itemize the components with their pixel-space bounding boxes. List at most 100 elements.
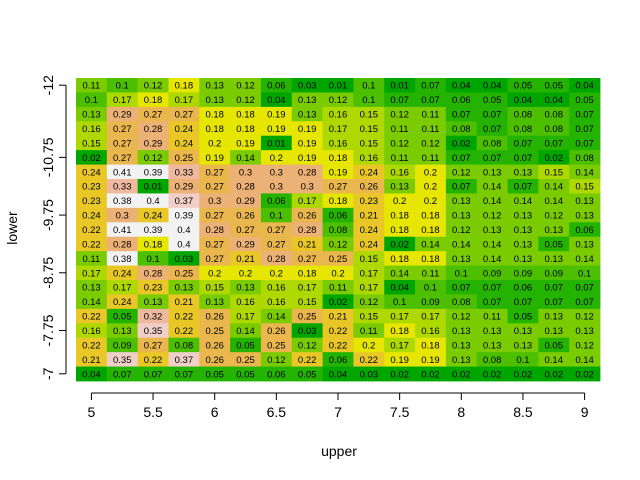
cell-value-label: 0.17 — [113, 283, 132, 294]
heatmap-cell — [137, 236, 169, 252]
heatmap-cell — [445, 207, 478, 223]
cell-value-label: 0.13 — [514, 326, 533, 337]
heatmap-cell — [168, 265, 200, 281]
heatmap-cell — [322, 337, 354, 353]
heatmap-cell — [168, 280, 200, 295]
heatmap-cell — [230, 92, 262, 108]
heatmap-cell — [199, 308, 231, 324]
cell-value-label: 0.13 — [82, 110, 101, 121]
cell-value-label: 0.07 — [452, 153, 471, 164]
cell-value-label: 0.15 — [360, 124, 379, 135]
heatmap-cell — [291, 280, 323, 295]
heatmap-cell — [384, 150, 416, 165]
cell-value-label: 0.05 — [205, 369, 224, 380]
heatmap-cell — [507, 150, 539, 165]
heatmap-cell — [538, 236, 570, 252]
cell-value-label: 0.23 — [82, 182, 101, 193]
heatmap-cell — [137, 92, 169, 108]
heatmap-cell — [415, 121, 447, 137]
cell-value-label: 0.28 — [267, 254, 286, 265]
heatmap-cell — [76, 207, 108, 223]
heatmap-cell — [106, 323, 139, 339]
heatmap-cell — [106, 352, 139, 367]
cell-value-label: 0.16 — [236, 297, 255, 308]
heatmap-cell — [353, 337, 385, 353]
heatmap-cell — [230, 236, 262, 252]
cell-value-label: 0.14 — [545, 196, 564, 207]
heatmap-cell — [384, 265, 416, 281]
cell-value-label: 0.21 — [175, 297, 194, 308]
heatmap-cell — [538, 337, 570, 353]
heatmap-cell — [168, 236, 200, 252]
heatmap-cell — [476, 337, 508, 353]
heatmap-cell — [322, 150, 354, 165]
cell-value-label: 0.24 — [360, 239, 379, 250]
heatmap-cell — [76, 150, 108, 165]
cell-value-label: 0.13 — [113, 326, 132, 337]
cell-value-label: 0.35 — [113, 355, 132, 366]
heatmap-cell — [291, 323, 323, 339]
cell-value-label: 0.06 — [452, 95, 471, 106]
cell-value-label: 0.13 — [483, 326, 502, 337]
heatmap-cell — [476, 92, 508, 108]
cell-value-label: 0.07 — [113, 369, 132, 380]
cell-value-label: 0.04 — [82, 369, 101, 380]
cell-value-label: 0.2 — [424, 182, 437, 193]
cell-value-label: 0.12 — [390, 110, 409, 121]
cell-value-label: 0.13 — [514, 239, 533, 250]
cell-value-label: 0.12 — [452, 312, 471, 323]
heatmap-cell — [507, 106, 539, 122]
cell-value-label: 0.25 — [298, 312, 317, 323]
x-tick-label: 5.5 — [143, 404, 163, 420]
cell-value-label: 0.13 — [575, 196, 594, 207]
cell-value-label: 0.18 — [390, 326, 409, 337]
cell-value-label: 0.13 — [82, 283, 101, 294]
cell-value-label: 0.07 — [514, 138, 533, 149]
cell-value-label: 0.05 — [545, 340, 564, 351]
cell-value-label: 0.07 — [514, 182, 533, 193]
cell-value-label: 0.11 — [422, 110, 440, 121]
cell-value-label: 0.15 — [82, 138, 101, 149]
cell-value-label: 0.13 — [483, 340, 502, 351]
heatmap-cell — [291, 164, 323, 180]
heatmap-cell — [168, 207, 200, 223]
cell-value-label: 0.21 — [82, 355, 101, 366]
heatmap-cell — [445, 222, 478, 238]
heatmap-cell — [415, 164, 447, 180]
heatmap-cell — [415, 352, 447, 367]
heatmap-cell — [569, 366, 601, 382]
cell-value-label: 0.22 — [329, 340, 348, 351]
heatmap-cell — [106, 294, 139, 310]
cell-value-label: 0.01 — [267, 138, 286, 149]
heatmap-cell — [322, 179, 354, 194]
heatmap-cell — [199, 164, 231, 180]
cell-value-label: 0.1 — [146, 254, 159, 265]
heatmap-cell — [415, 222, 447, 238]
cell-value-label: 0.17 — [298, 196, 317, 207]
heatmap-cell — [538, 193, 570, 209]
heatmap-cell — [507, 121, 539, 137]
cell-value-label: 0.18 — [175, 81, 194, 92]
heatmap-cell — [76, 135, 108, 151]
cell-value-label: 0.13 — [514, 211, 533, 222]
heatmap-cell — [168, 323, 200, 339]
heatmap-cell — [507, 222, 539, 238]
cell-value-label: 0.06 — [267, 196, 286, 207]
cell-value-label: 0.04 — [267, 95, 286, 106]
cell-value-label: 0.22 — [144, 355, 163, 366]
heatmap-cell — [260, 251, 293, 266]
cell-value-label: 0.33 — [113, 182, 132, 193]
heatmap-cell — [569, 207, 601, 223]
cell-value-label: 0.16 — [82, 124, 101, 135]
heatmap-cell — [137, 121, 169, 137]
cell-value-label: 0.01 — [144, 182, 163, 193]
heatmap-cell — [384, 207, 416, 223]
cell-value-label: 0.1 — [362, 95, 375, 106]
cell-value-label: 0.2 — [239, 268, 252, 279]
heatmap-cell — [322, 280, 354, 295]
heatmap-cell — [507, 294, 539, 310]
heatmap-cell — [76, 308, 108, 324]
heatmap-cell — [106, 308, 139, 324]
cell-value-label: 0.07 — [390, 95, 409, 106]
heatmap-cell — [384, 294, 416, 310]
